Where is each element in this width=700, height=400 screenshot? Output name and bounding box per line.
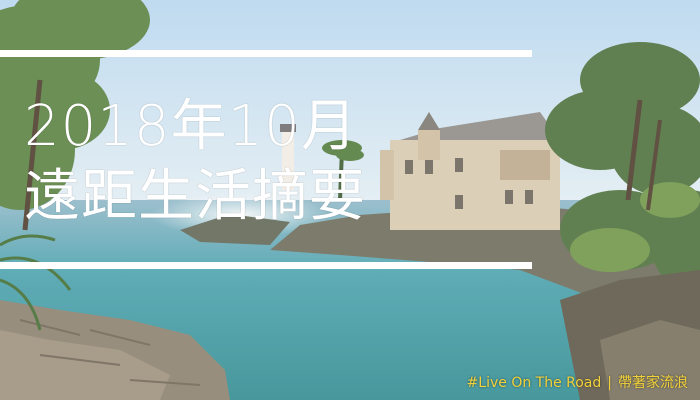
banner-title-date: 2018年10月 (24, 94, 358, 159)
banner-title-subject: 遠距生活摘要 (24, 164, 366, 229)
banner-tagline: #Live On The Road | 帶著家流浪 (467, 372, 688, 392)
tagline-separator: | (607, 375, 612, 391)
tagline-brand: 帶著家流浪 (618, 375, 688, 391)
top-divider-line (0, 50, 532, 57)
tagline-hashtag: #Live On The Road (466, 375, 602, 391)
bottom-divider-line (0, 262, 532, 269)
